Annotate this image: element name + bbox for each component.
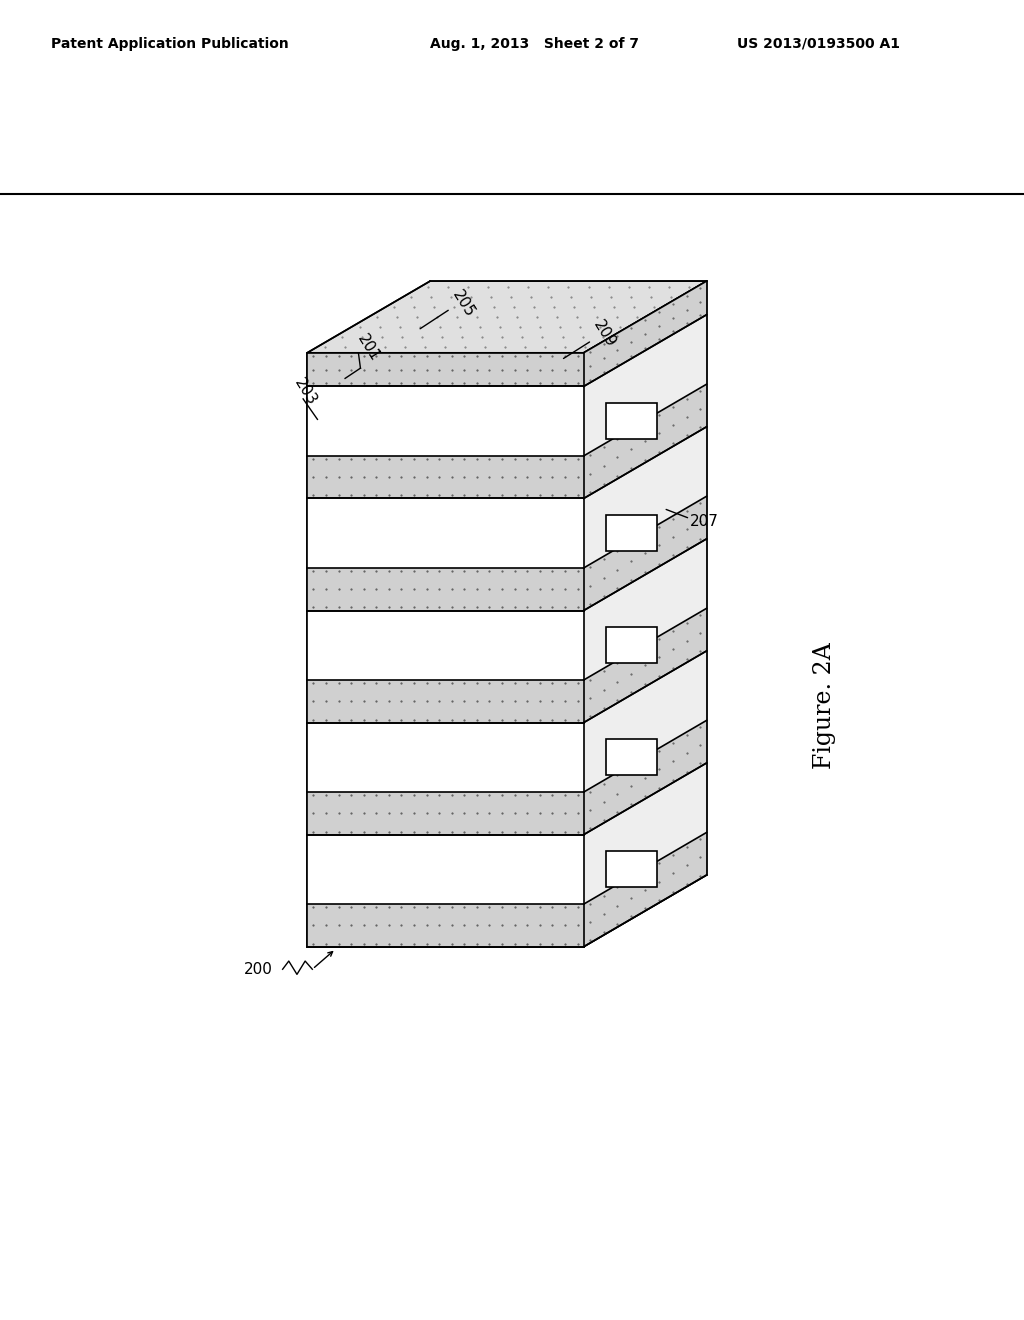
- Bar: [307, 387, 584, 455]
- Bar: [606, 851, 657, 887]
- Text: 203: 203: [291, 375, 319, 408]
- Bar: [307, 834, 584, 904]
- Text: 209: 209: [590, 318, 618, 351]
- Bar: [307, 722, 584, 792]
- Bar: [307, 904, 584, 946]
- Text: 200: 200: [244, 962, 272, 977]
- Polygon shape: [584, 539, 707, 680]
- Polygon shape: [584, 833, 707, 946]
- Polygon shape: [584, 496, 707, 611]
- Bar: [307, 568, 584, 611]
- Bar: [606, 403, 657, 440]
- Polygon shape: [584, 721, 707, 834]
- Bar: [307, 680, 584, 722]
- Polygon shape: [584, 281, 707, 946]
- Text: 207: 207: [690, 515, 719, 529]
- Bar: [307, 499, 584, 568]
- Polygon shape: [584, 426, 707, 568]
- Bar: [606, 739, 657, 775]
- Polygon shape: [307, 281, 707, 352]
- Bar: [606, 515, 657, 552]
- Bar: [307, 352, 584, 387]
- Bar: [307, 611, 584, 680]
- Bar: [307, 792, 584, 834]
- Polygon shape: [584, 314, 707, 455]
- Bar: [307, 352, 584, 946]
- Text: 201: 201: [354, 331, 383, 364]
- Text: US 2013/0193500 A1: US 2013/0193500 A1: [737, 37, 900, 50]
- Text: Aug. 1, 2013   Sheet 2 of 7: Aug. 1, 2013 Sheet 2 of 7: [430, 37, 639, 50]
- Polygon shape: [584, 763, 707, 904]
- Polygon shape: [584, 609, 707, 722]
- Bar: [606, 627, 657, 664]
- Text: Patent Application Publication: Patent Application Publication: [51, 37, 289, 50]
- Text: 205: 205: [449, 288, 477, 319]
- Polygon shape: [584, 384, 707, 499]
- Polygon shape: [584, 281, 707, 387]
- Bar: [307, 455, 584, 499]
- Text: Figure. 2A: Figure. 2A: [813, 643, 836, 770]
- Polygon shape: [584, 651, 707, 792]
